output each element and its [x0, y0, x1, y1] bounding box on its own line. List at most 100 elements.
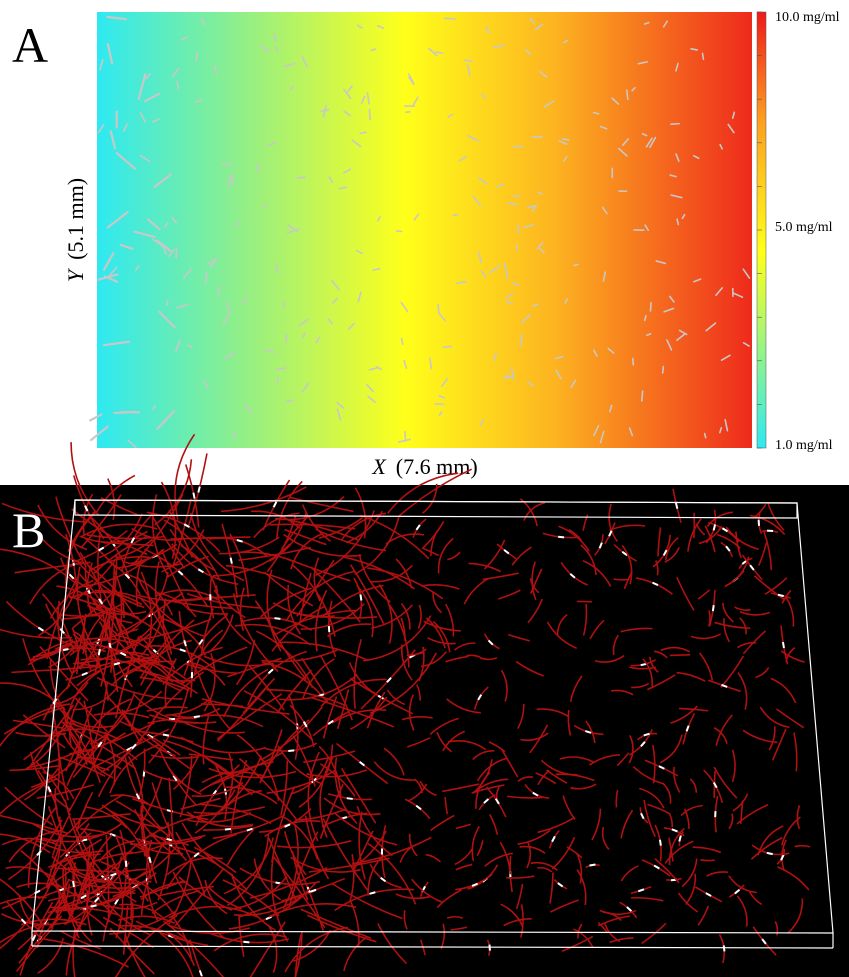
fiber — [314, 589, 328, 652]
fiber — [639, 787, 665, 809]
fiber — [441, 378, 448, 387]
fiber — [570, 379, 577, 388]
fiber — [554, 355, 564, 360]
fiber-marker — [183, 640, 187, 647]
fiber — [334, 812, 398, 846]
fiber — [187, 344, 193, 348]
fiber — [733, 292, 744, 299]
fiber-marker — [386, 677, 392, 683]
fiber-marker — [653, 864, 660, 870]
fiber — [643, 799, 656, 838]
fiber — [287, 518, 359, 541]
fiber — [218, 536, 280, 555]
fiber — [715, 287, 724, 297]
fiber — [250, 510, 301, 529]
fiber — [631, 682, 650, 689]
fiber — [370, 48, 377, 52]
fiber — [98, 840, 136, 863]
fiber — [787, 898, 804, 934]
fiber — [477, 251, 482, 264]
fiber — [273, 33, 278, 42]
fiber — [602, 911, 622, 922]
fiber — [259, 729, 283, 784]
fiber-marker — [224, 827, 231, 831]
fiber-marker — [90, 904, 97, 908]
fiber-marker — [124, 573, 131, 580]
fiber — [642, 658, 654, 687]
colorbar-label: 10.0 mg/ml — [775, 10, 840, 25]
fiber — [430, 814, 455, 832]
fiber — [455, 823, 472, 830]
fiber — [230, 173, 234, 186]
fiber — [370, 564, 413, 583]
fiber — [794, 844, 811, 848]
fiber-marker — [585, 730, 592, 734]
fiber — [647, 674, 676, 691]
fiber — [400, 301, 409, 313]
fiber — [248, 664, 285, 711]
fiber — [739, 611, 771, 616]
fiber — [227, 834, 270, 907]
fiber-marker — [725, 545, 731, 552]
fiber — [589, 754, 621, 766]
fiber — [742, 729, 778, 744]
fiber-marker — [766, 851, 773, 856]
fiber — [65, 510, 98, 592]
fiber — [503, 918, 532, 927]
fiber — [182, 268, 193, 279]
fiber — [690, 48, 698, 51]
fiber — [599, 125, 608, 130]
fiber — [236, 640, 256, 686]
fiber — [168, 777, 174, 842]
fiber — [736, 803, 769, 825]
fiber — [770, 677, 797, 704]
fiber — [281, 641, 369, 662]
fiber — [153, 173, 172, 188]
fiber — [620, 809, 634, 839]
fiber — [273, 609, 357, 637]
fiber — [616, 752, 630, 767]
fiber — [134, 265, 140, 272]
fiber — [225, 786, 278, 805]
fiber — [668, 812, 674, 828]
fiber — [115, 799, 169, 837]
fiber — [36, 840, 104, 854]
fiber — [116, 634, 162, 663]
fiber — [503, 376, 513, 379]
fiber — [468, 562, 502, 573]
fiber — [283, 816, 319, 860]
fiber-marker — [229, 557, 233, 564]
panel-b: B — [0, 433, 849, 977]
fiber — [3, 706, 65, 735]
fiber-marker — [197, 486, 201, 493]
fiber — [385, 533, 425, 545]
fiber — [322, 104, 327, 118]
fiber — [748, 891, 763, 906]
fiber-marker — [135, 793, 141, 800]
fiber — [676, 218, 680, 226]
fiber — [326, 623, 372, 638]
fiber — [217, 285, 221, 295]
fiber — [377, 216, 381, 222]
fiber — [319, 783, 344, 839]
fiber — [742, 630, 766, 655]
fiber — [645, 137, 653, 148]
fiber — [262, 204, 269, 207]
fiber — [129, 834, 206, 845]
fiber — [292, 564, 336, 637]
fiber-marker — [712, 781, 718, 789]
fiber — [585, 720, 596, 744]
fiber — [76, 566, 96, 650]
fiber — [264, 571, 314, 607]
fiber — [106, 695, 141, 743]
fiber — [436, 731, 453, 753]
fiber — [349, 854, 355, 902]
fiber — [355, 249, 363, 255]
fiber — [408, 833, 418, 857]
fiber — [398, 438, 412, 443]
fiber — [322, 818, 369, 891]
fiber — [445, 655, 469, 663]
fiber — [676, 671, 706, 682]
fiber — [43, 938, 129, 968]
fiber — [737, 672, 748, 710]
